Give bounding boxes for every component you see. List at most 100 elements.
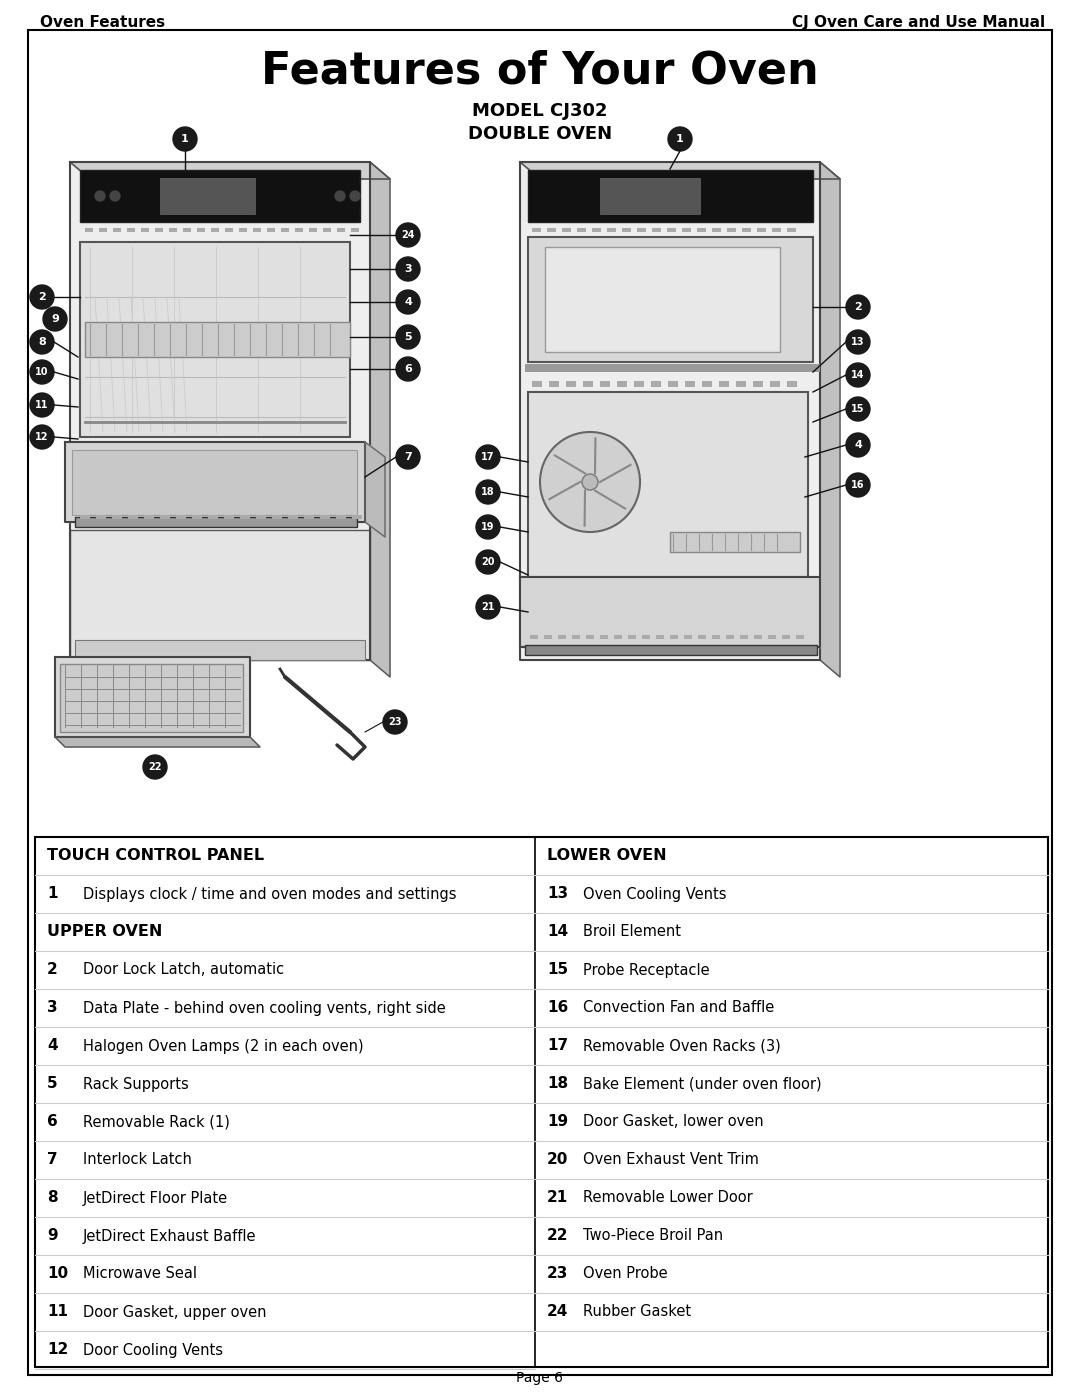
Polygon shape: [55, 738, 260, 747]
Circle shape: [173, 127, 197, 151]
Text: Halogen Oven Lamps (2 in each oven): Halogen Oven Lamps (2 in each oven): [83, 1038, 364, 1053]
FancyBboxPatch shape: [70, 529, 370, 659]
Text: 15: 15: [851, 404, 865, 414]
FancyBboxPatch shape: [651, 381, 661, 387]
Text: Door Gasket, lower oven: Door Gasket, lower oven: [583, 1115, 764, 1130]
Text: 22: 22: [148, 761, 162, 773]
Text: Removable Lower Door: Removable Lower Door: [583, 1190, 753, 1206]
Text: 7: 7: [404, 453, 411, 462]
FancyBboxPatch shape: [239, 228, 247, 232]
Text: 22: 22: [546, 1228, 568, 1243]
Circle shape: [669, 127, 692, 151]
FancyBboxPatch shape: [267, 228, 275, 232]
FancyBboxPatch shape: [572, 636, 580, 638]
FancyBboxPatch shape: [592, 228, 600, 232]
Text: 21: 21: [546, 1190, 568, 1206]
FancyBboxPatch shape: [80, 515, 90, 520]
Text: JetDirect Floor Plate: JetDirect Floor Plate: [83, 1190, 228, 1206]
FancyBboxPatch shape: [168, 228, 177, 232]
Circle shape: [396, 224, 420, 247]
FancyBboxPatch shape: [530, 636, 538, 638]
FancyBboxPatch shape: [525, 645, 816, 655]
Text: 1: 1: [181, 134, 189, 144]
Circle shape: [350, 191, 360, 201]
FancyBboxPatch shape: [712, 228, 721, 232]
FancyBboxPatch shape: [742, 228, 751, 232]
FancyBboxPatch shape: [525, 365, 820, 372]
Circle shape: [396, 446, 420, 469]
FancyBboxPatch shape: [697, 228, 706, 232]
Polygon shape: [370, 162, 390, 678]
Text: CJ Oven Care and Use Manual: CJ Oven Care and Use Manual: [792, 15, 1045, 29]
Polygon shape: [519, 577, 820, 647]
FancyBboxPatch shape: [60, 664, 243, 732]
Text: Door Lock Latch, automatic: Door Lock Latch, automatic: [83, 963, 284, 978]
Polygon shape: [65, 441, 365, 522]
Text: 19: 19: [482, 522, 495, 532]
FancyBboxPatch shape: [702, 381, 712, 387]
Text: 16: 16: [851, 481, 865, 490]
Text: 13: 13: [546, 887, 568, 901]
Text: 24: 24: [402, 231, 415, 240]
FancyBboxPatch shape: [600, 381, 610, 387]
FancyBboxPatch shape: [546, 228, 556, 232]
Text: 19: 19: [546, 1115, 568, 1130]
FancyBboxPatch shape: [681, 228, 691, 232]
Text: Bake Element (under oven floor): Bake Element (under oven floor): [583, 1077, 822, 1091]
FancyBboxPatch shape: [727, 228, 735, 232]
FancyBboxPatch shape: [532, 381, 542, 387]
Text: 17: 17: [546, 1038, 568, 1053]
Text: Oven Probe: Oven Probe: [583, 1267, 667, 1281]
FancyBboxPatch shape: [288, 515, 298, 520]
Text: 24: 24: [546, 1305, 568, 1320]
FancyBboxPatch shape: [656, 636, 664, 638]
FancyBboxPatch shape: [549, 381, 559, 387]
FancyBboxPatch shape: [772, 228, 781, 232]
Text: Rubber Gasket: Rubber Gasket: [583, 1305, 691, 1320]
FancyBboxPatch shape: [211, 228, 219, 232]
Text: Oven Cooling Vents: Oven Cooling Vents: [583, 887, 727, 901]
FancyBboxPatch shape: [670, 636, 678, 638]
FancyBboxPatch shape: [577, 228, 586, 232]
Circle shape: [476, 515, 500, 539]
FancyBboxPatch shape: [757, 228, 766, 232]
FancyBboxPatch shape: [75, 517, 357, 527]
Text: 21: 21: [482, 602, 495, 612]
FancyBboxPatch shape: [627, 636, 636, 638]
FancyBboxPatch shape: [698, 636, 706, 638]
Text: 10: 10: [36, 367, 49, 377]
FancyBboxPatch shape: [160, 515, 170, 520]
Polygon shape: [519, 162, 840, 179]
Text: 2: 2: [48, 963, 57, 978]
Text: 18: 18: [482, 488, 495, 497]
Text: 3: 3: [404, 264, 411, 274]
Text: 6: 6: [404, 365, 411, 374]
Polygon shape: [70, 162, 390, 179]
Text: MODEL CJ302: MODEL CJ302: [472, 102, 608, 120]
FancyBboxPatch shape: [256, 515, 266, 520]
Circle shape: [143, 754, 167, 780]
FancyBboxPatch shape: [600, 177, 700, 214]
FancyBboxPatch shape: [566, 381, 576, 387]
Circle shape: [476, 481, 500, 504]
Circle shape: [846, 474, 870, 497]
FancyBboxPatch shape: [80, 242, 350, 437]
Text: 4: 4: [48, 1038, 57, 1053]
Text: Displays clock / time and oven modes and settings: Displays clock / time and oven modes and…: [83, 887, 457, 901]
FancyBboxPatch shape: [99, 228, 107, 232]
Text: 20: 20: [546, 1153, 568, 1168]
FancyBboxPatch shape: [607, 228, 616, 232]
Text: 2: 2: [854, 302, 862, 312]
Circle shape: [396, 358, 420, 381]
Text: Rack Supports: Rack Supports: [83, 1077, 189, 1091]
FancyBboxPatch shape: [28, 29, 1052, 1375]
Text: 8: 8: [38, 337, 45, 346]
Text: DOUBLE OVEN: DOUBLE OVEN: [468, 124, 612, 142]
Text: 11: 11: [36, 400, 49, 409]
FancyBboxPatch shape: [85, 321, 350, 358]
FancyBboxPatch shape: [600, 636, 608, 638]
FancyBboxPatch shape: [622, 228, 631, 232]
Text: Data Plate - behind oven cooling vents, right side: Data Plate - behind oven cooling vents, …: [83, 1000, 446, 1016]
FancyBboxPatch shape: [532, 228, 541, 232]
FancyBboxPatch shape: [562, 228, 571, 232]
